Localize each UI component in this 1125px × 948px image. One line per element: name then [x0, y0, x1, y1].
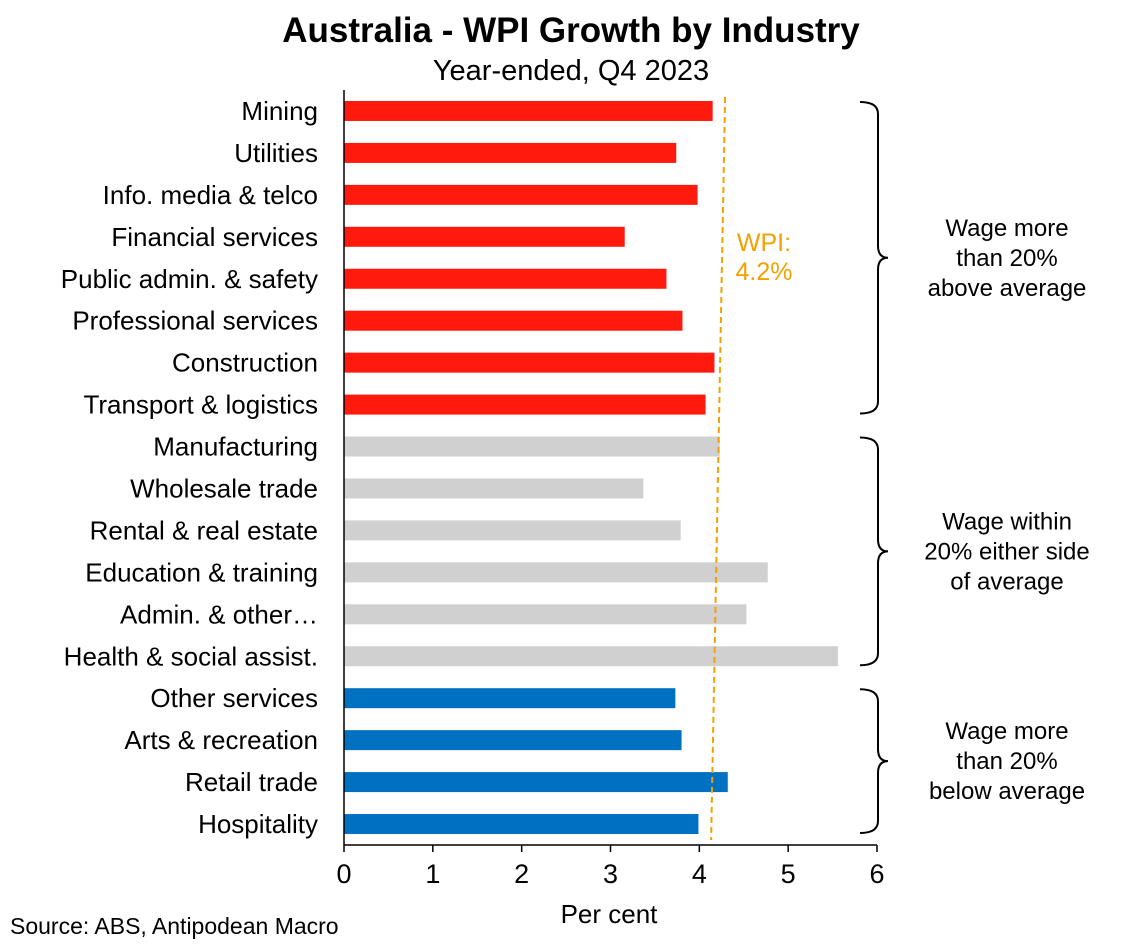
bar-4 — [344, 268, 667, 289]
category-label-4: Public admin. & safety — [61, 264, 318, 294]
bar-5 — [344, 310, 683, 331]
category-labels: Mining Utilities Info. media & telco Financ… — [61, 96, 318, 839]
source-note: Source: ABS, Antipodean Macro — [10, 913, 339, 939]
group-label-1-line-2: of average — [950, 568, 1063, 595]
chart-title: Australia - WPI Growth by Industry — [282, 11, 860, 50]
category-label-0: Mining — [241, 96, 318, 126]
category-label-7: Transport & logistics — [83, 390, 318, 420]
x-tick-label-0: 0 — [336, 859, 351, 889]
category-label-17: Hospitality — [198, 809, 318, 839]
category-label-13: Health & social assist. — [64, 641, 318, 671]
category-label-15: Arts & recreation — [124, 725, 318, 755]
group-label-0-line-1: than 20% — [956, 245, 1057, 272]
group-bracket-2 — [859, 688, 889, 834]
group-label-2-line-0: Wage more — [945, 718, 1068, 745]
x-tick-label-4: 4 — [692, 859, 707, 889]
category-label-14: Other services — [150, 683, 318, 713]
category-label-2: Info. media & telco — [103, 180, 318, 210]
bar-2 — [344, 184, 698, 205]
x-tick-label-5: 5 — [781, 859, 796, 889]
x-axis: 0 1 2 3 4 5 6 — [336, 90, 885, 889]
bar-1 — [344, 142, 677, 163]
wpi-reference-line: WPI:4.2% — [710, 96, 793, 841]
group-brackets: Wage more than 20% above average Wage withi… — [859, 101, 1090, 834]
group-label-0-line-2: above average — [928, 275, 1087, 302]
category-label-6: Construction — [172, 348, 318, 378]
bar-15 — [344, 730, 682, 751]
bar-11 — [344, 562, 768, 583]
bar-9 — [344, 478, 644, 499]
bar-7 — [344, 394, 706, 415]
wpi-label-line-0: WPI: — [737, 229, 791, 257]
group-label-0-line-0: Wage more — [945, 215, 1068, 242]
wpi-label-line-1: 4.2% — [736, 258, 793, 286]
category-label-5: Professional services — [72, 306, 318, 336]
x-tick-label-3: 3 — [603, 859, 618, 889]
bar-8 — [344, 436, 720, 457]
bar-12 — [344, 604, 747, 625]
category-label-8: Manufacturing — [153, 432, 318, 462]
x-axis-label: Per cent — [561, 899, 659, 929]
bar-16 — [344, 772, 728, 793]
group-bracket-1 — [859, 436, 889, 667]
chart-subtitle: Year-ended, Q4 2023 — [433, 55, 709, 87]
bar-17 — [344, 814, 699, 835]
group-bracket-0 — [859, 101, 889, 415]
group-label-1-line-1: 20% either side — [924, 538, 1089, 565]
category-label-9: Wholesale trade — [130, 473, 318, 503]
category-label-11: Education & training — [85, 557, 318, 587]
bar-14 — [344, 688, 676, 709]
category-label-1: Utilities — [234, 138, 318, 168]
x-tick-label-1: 1 — [425, 859, 440, 889]
group-label-2-line-2: below average — [929, 778, 1085, 805]
bar-3 — [344, 226, 625, 247]
x-tick-label-2: 2 — [514, 859, 529, 889]
category-label-3: Financial services — [111, 222, 318, 252]
category-label-10: Rental & real estate — [90, 515, 318, 545]
x-tick-label-6: 6 — [869, 859, 884, 889]
group-label-1-line-0: Wage within — [942, 508, 1072, 535]
bar-layer — [344, 100, 838, 835]
bar-6 — [344, 352, 715, 373]
category-label-16: Retail trade — [185, 767, 318, 797]
bar-10 — [344, 520, 681, 541]
bar-13 — [344, 646, 838, 667]
bar-0 — [344, 100, 713, 121]
wpi-line — [710, 96, 727, 841]
category-label-12: Admin. & other… — [120, 599, 318, 629]
group-label-2-line-1: than 20% — [956, 748, 1057, 775]
